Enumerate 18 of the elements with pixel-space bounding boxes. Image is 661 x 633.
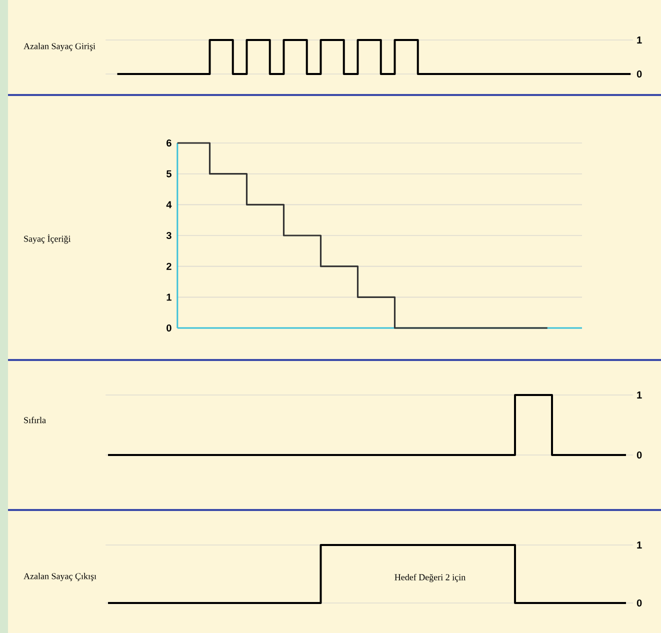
y-tick-label: 1 <box>166 294 172 301</box>
y-tick-label: 0 <box>166 324 172 332</box>
y-tick-label: 0 <box>636 451 642 459</box>
y-tick-label: 6 <box>166 139 172 147</box>
annotation: Hedef Değeri 2 için <box>394 574 466 582</box>
y-tick-label: 4 <box>166 201 172 208</box>
y-tick-label: 3 <box>166 232 172 240</box>
y-axis-title: Sıfırla <box>24 416 46 424</box>
y-tick-label: 1 <box>637 392 642 398</box>
y-axis-title: Azalan Sayaç Girişi <box>24 42 96 52</box>
y-tick-label: 2 <box>166 262 172 270</box>
y-axis-title: Azalan Sayaç Çıkışı <box>24 572 96 582</box>
y-tick-label: 0 <box>636 70 642 78</box>
y-tick-label: 5 <box>166 170 172 178</box>
y-tick-label: 1 <box>637 542 642 548</box>
y-tick-label: 1 <box>637 36 642 44</box>
y-axis-title: Sayaç İçeriği <box>24 234 71 244</box>
y-tick-label: 0 <box>636 599 642 607</box>
